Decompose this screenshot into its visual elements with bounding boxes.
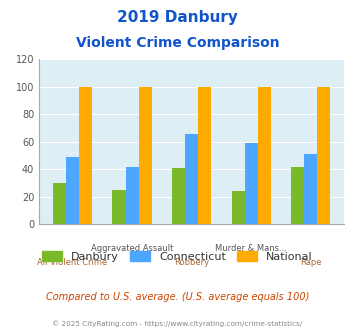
Bar bbox=[53, 183, 66, 224]
Text: All Violent Crime: All Violent Crime bbox=[38, 258, 108, 267]
Text: Violent Crime Comparison: Violent Crime Comparison bbox=[76, 36, 279, 50]
Bar bbox=[66, 157, 79, 224]
Bar bbox=[198, 87, 211, 224]
Bar bbox=[231, 191, 245, 224]
Text: Rape: Rape bbox=[300, 258, 322, 267]
Text: Robbery: Robbery bbox=[174, 258, 209, 267]
Bar bbox=[304, 154, 317, 224]
Text: Murder & Mans...: Murder & Mans... bbox=[215, 244, 287, 253]
Bar bbox=[126, 167, 139, 224]
Bar bbox=[113, 190, 126, 224]
Bar bbox=[317, 87, 331, 224]
Bar bbox=[258, 87, 271, 224]
Bar bbox=[185, 134, 198, 224]
Text: Aggravated Assault: Aggravated Assault bbox=[91, 244, 173, 253]
Text: © 2025 CityRating.com - https://www.cityrating.com/crime-statistics/: © 2025 CityRating.com - https://www.city… bbox=[53, 320, 302, 327]
Legend: Danbury, Connecticut, National: Danbury, Connecticut, National bbox=[38, 247, 317, 267]
Bar bbox=[245, 143, 258, 224]
Bar bbox=[139, 87, 152, 224]
Text: Compared to U.S. average. (U.S. average equals 100): Compared to U.S. average. (U.S. average … bbox=[46, 292, 309, 302]
Bar bbox=[172, 168, 185, 224]
Bar bbox=[79, 87, 92, 224]
Text: 2019 Danbury: 2019 Danbury bbox=[117, 10, 238, 25]
Bar bbox=[291, 167, 304, 224]
